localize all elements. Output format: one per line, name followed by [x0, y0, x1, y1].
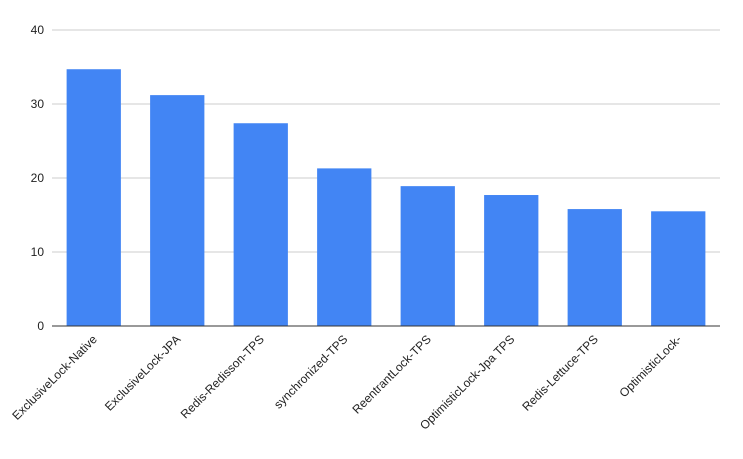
y-axis-tick-labels: 0 10 20 30 40	[31, 23, 45, 333]
x-category-label: synchronized-TPS	[271, 332, 350, 411]
x-category-label: OptimisticLock-	[616, 332, 684, 400]
x-axis-category-labels: ExclusiveLock-Native ExclusiveLock-JPARed…	[9, 332, 684, 433]
bar-8	[651, 211, 706, 326]
bar-5	[400, 186, 455, 326]
bars	[66, 69, 706, 327]
y-tick-label: 40	[31, 23, 45, 37]
bar-1	[66, 69, 121, 326]
y-tick-label: 20	[31, 171, 45, 185]
y-tick-label: 10	[31, 245, 45, 259]
bar-7	[567, 209, 622, 326]
x-category-label: ReentrantLock-TPS	[349, 332, 433, 416]
x-category-label: Redis-Redisson-TPS	[178, 332, 267, 421]
x-category-label: ExclusiveLock-JPA	[102, 332, 183, 413]
x-category-label: OptimisticLock-Jpa TPS	[417, 332, 517, 432]
y-tick-label: 0	[37, 319, 44, 333]
bar-6	[484, 195, 539, 326]
y-tick-label: 30	[31, 97, 45, 111]
bar-4	[317, 168, 372, 326]
bar-3	[233, 123, 288, 327]
bar-2	[150, 95, 205, 327]
x-category-label: Redis-Lettuce-TPS	[519, 332, 601, 414]
x-category-label: ExclusiveLock-Native	[9, 332, 100, 423]
